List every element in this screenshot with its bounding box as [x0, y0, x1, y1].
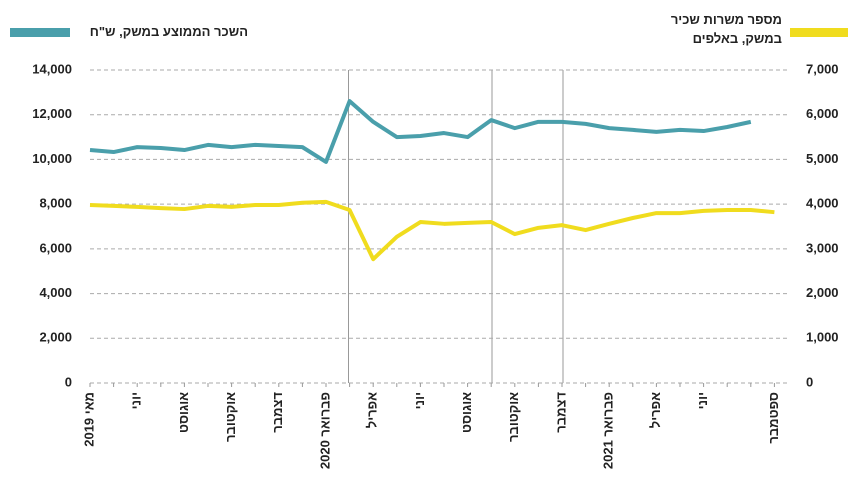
y-tick-label: 8,000	[39, 196, 72, 211]
y-tick-label: 6,000	[39, 240, 72, 255]
x-tick-label: אוקטובר	[223, 392, 238, 442]
y-tick-label: 4,000	[39, 285, 72, 300]
x-tick-label: ספטמבר	[766, 392, 781, 444]
y-tick-label: 5,000	[806, 151, 839, 166]
legend-swatch	[790, 28, 848, 37]
y-tick-label: 10,000	[32, 151, 72, 166]
y-tick-label: 7,000	[806, 61, 839, 76]
y-tick-label: 6,000	[806, 106, 839, 121]
y-tick-label: 2,000	[39, 330, 72, 345]
x-tick-label: דצמבר	[270, 392, 285, 433]
x-tick-label: דצמבר	[553, 392, 568, 433]
legend-label: מספר משרות שכיר במשק, באלפים	[670, 12, 782, 46]
y-tick-label: 14,000	[32, 61, 72, 76]
x-tick-label: יוני	[412, 392, 427, 409]
x-tick-label: פברואר 2020	[317, 392, 332, 469]
x-tick-label: אפריל	[648, 392, 663, 428]
y-tick-label: 3,000	[806, 240, 839, 255]
series-line	[89, 99, 752, 164]
series-line	[89, 199, 775, 262]
legend-label: השכר הממוצע במשק, ש"ח	[89, 24, 248, 39]
x-tick-label: פברואר 2021	[601, 392, 616, 469]
x-tick-label: אוקטובר	[506, 392, 521, 442]
y-tick-label: 2,000	[806, 285, 839, 300]
x-tick-label: יוני	[129, 392, 144, 409]
x-tick-label: אוגוסט	[459, 392, 474, 433]
y-tick-label: 12,000	[32, 106, 72, 121]
y-tick-label: 0	[65, 374, 72, 389]
x-tick-label: יוני	[695, 392, 710, 409]
x-tick-label: אפריל	[365, 392, 380, 428]
y-tick-label: 4,000	[806, 196, 839, 211]
y-tick-label: 1,000	[806, 330, 839, 345]
x-tick-label: מאי 2019	[81, 392, 96, 447]
legend-swatch	[10, 28, 70, 37]
x-tick-label: אוגוסט	[176, 392, 191, 433]
y-tick-label: 0	[806, 374, 813, 389]
